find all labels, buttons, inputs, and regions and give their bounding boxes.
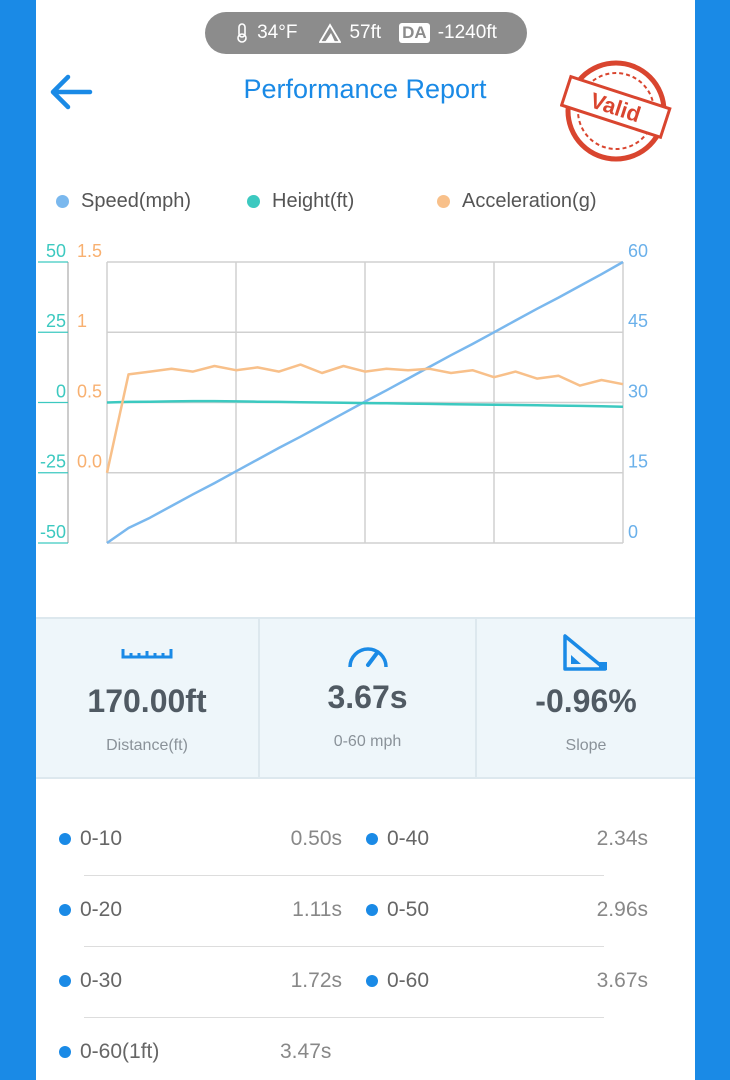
- series-line: [106, 399, 624, 408]
- stat-cell: 170.00ft Distance(ft): [36, 619, 260, 777]
- chart: 50 25 0 -25 -50 1.5 1 0.5 0.0 60 45 30 15 0: [38, 241, 648, 545]
- split-time: 1.72s: [290, 969, 342, 992]
- valid-stamp: Valid: [560, 60, 672, 162]
- y2-tick-label: 0: [628, 522, 638, 542]
- thermometer-icon: [237, 23, 247, 43]
- density-altitude: -1240ft: [437, 22, 497, 43]
- legend-label: Acceleration(g): [462, 190, 597, 212]
- bullet: [366, 904, 378, 916]
- split-time: 3.47s: [280, 1040, 332, 1063]
- stat-label: 0-60 mph: [333, 733, 402, 750]
- gauge-icon: [348, 647, 388, 668]
- stat-value: 3.67s: [327, 679, 408, 715]
- stat-label: Slope: [565, 737, 607, 754]
- stat-cell: -0.96% Slope: [477, 619, 695, 777]
- series-line: [105, 363, 624, 474]
- separator: [84, 875, 604, 876]
- bullet: [59, 904, 71, 916]
- split-time: 2.34s: [596, 827, 648, 850]
- separator: [84, 1017, 604, 1018]
- y3-tick-label: 0.0: [77, 452, 102, 472]
- split-time: 3.67s: [596, 969, 648, 992]
- y-tick-label: 0: [56, 381, 66, 401]
- y2-tick-label: 60: [628, 241, 648, 261]
- y-tick-label: -50: [40, 522, 66, 542]
- y3-tick-label: 1.5: [77, 241, 102, 261]
- stat-label: Distance(ft): [106, 737, 188, 754]
- split-label: 0-60(1ft): [80, 1040, 160, 1063]
- split-label: 0-30: [80, 969, 123, 992]
- legend-dot: [56, 195, 69, 208]
- y-tick-label: 50: [46, 241, 66, 261]
- split-label: 0-60: [387, 969, 430, 992]
- legend-item: Speed(mph): [56, 190, 191, 213]
- slope-icon: [563, 634, 607, 671]
- stat-cell: 3.67s 0-60 mph: [260, 619, 477, 777]
- legend-dot: [437, 195, 450, 208]
- split-label: 0-50: [387, 898, 430, 921]
- bullet: [366, 975, 378, 987]
- stats-panel: 170.00ft Distance(ft) 3.67s 0-60 mph -0.…: [36, 617, 695, 779]
- y3-tick-label: 1: [77, 311, 87, 331]
- split-label: 0-40: [387, 827, 430, 850]
- y2-tick-label: 30: [628, 381, 648, 401]
- title: Performance Report: [243, 74, 487, 104]
- legend-dot: [247, 195, 260, 208]
- y2-tick-label: 15: [628, 452, 648, 472]
- da-badge: DA: [399, 23, 430, 43]
- bullet: [59, 975, 71, 987]
- split-label: 0-20: [80, 898, 123, 921]
- y-tick-label: 25: [46, 311, 66, 331]
- legend-item: Acceleration(g): [437, 190, 597, 213]
- stat-value: 170.00ft: [87, 683, 207, 719]
- split-time: 0.50s: [290, 827, 342, 850]
- legend-item: Height(ft): [247, 190, 354, 213]
- stat-value: -0.96%: [535, 683, 637, 719]
- separator: [84, 946, 604, 947]
- y2-tick-label: 45: [628, 311, 648, 331]
- series-line: [106, 260, 624, 545]
- legend-label: Speed(mph): [81, 190, 192, 212]
- split-time: 2.96s: [596, 898, 648, 921]
- ruler-icon: [121, 649, 173, 659]
- back-button[interactable]: [48, 72, 94, 112]
- temperature: 34°F: [257, 22, 298, 43]
- split-time: 1.11s: [292, 898, 342, 921]
- y-tick-label: -25: [40, 452, 66, 472]
- elevation: 57ft: [349, 22, 382, 43]
- legend-label: Height(ft): [272, 190, 355, 212]
- y3-tick-label: 0.5: [77, 381, 102, 401]
- split-label: 0-10: [80, 827, 123, 850]
- mountain-icon: [319, 23, 342, 43]
- bullet: [59, 1046, 71, 1058]
- bullet: [366, 833, 378, 845]
- status-pill: 34°F 57ft DA -1240ft: [205, 12, 527, 54]
- bullet: [59, 833, 71, 845]
